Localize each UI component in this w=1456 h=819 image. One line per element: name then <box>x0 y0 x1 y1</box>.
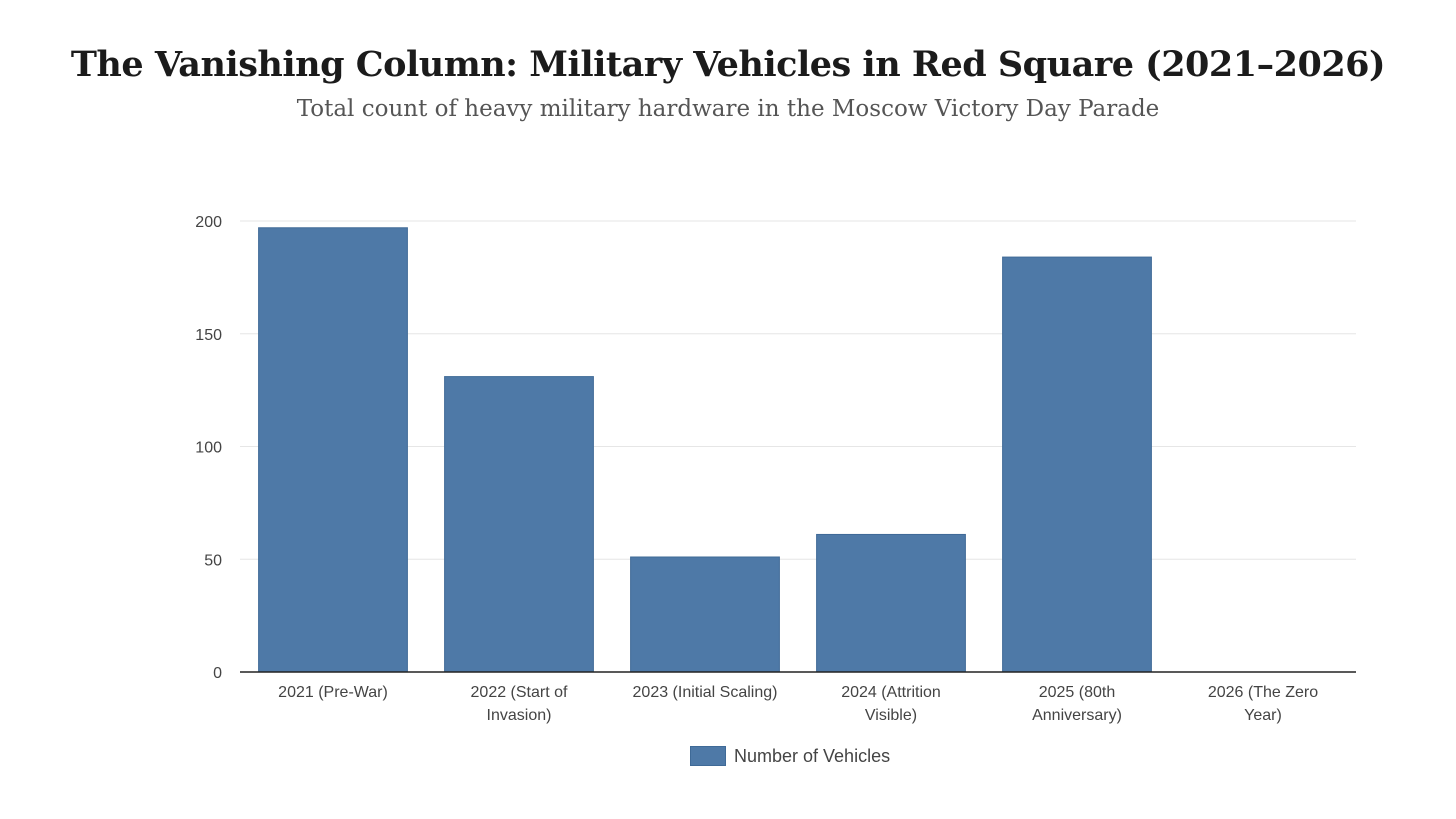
bar <box>1002 256 1152 673</box>
y-tick-label: 100 <box>195 440 222 457</box>
x-tick-label: 2025 (80th Anniversary) <box>1032 684 1122 724</box>
tick-labels: 0 50 100 150 200 2021 (Pre-War) 2022 (Start of… <box>195 214 1318 724</box>
legend-label: Number of Vehicles <box>734 745 891 766</box>
y-tick-label: 50 <box>204 552 222 569</box>
bars <box>258 227 1152 673</box>
bar <box>630 556 780 673</box>
y-tick-label: 200 <box>195 214 222 231</box>
legend-swatch <box>690 746 726 766</box>
x-tick-label: 2024 (Attrition Visible) <box>841 684 941 724</box>
chart-title: The Vanishing Column: Military Vehicles … <box>70 44 1386 85</box>
legend: Number of Vehicles <box>690 744 890 768</box>
y-tick-label: 0 <box>213 665 222 682</box>
bar <box>816 533 966 673</box>
y-tick-label: 150 <box>195 327 222 344</box>
bar <box>258 227 408 673</box>
x-tick-label: 2026 (The Zero Year) <box>1208 684 1318 724</box>
x-tick-label: 2023 (Initial Scaling) <box>633 684 778 701</box>
grid-lines <box>240 220 1356 560</box>
x-tick-label: 2021 (Pre-War) <box>278 684 388 701</box>
bar <box>444 376 594 673</box>
x-tick-label: 2022 (Start of Invasion) <box>471 684 569 724</box>
chart-subtitle: Total count of heavy military hardware i… <box>296 96 1160 122</box>
